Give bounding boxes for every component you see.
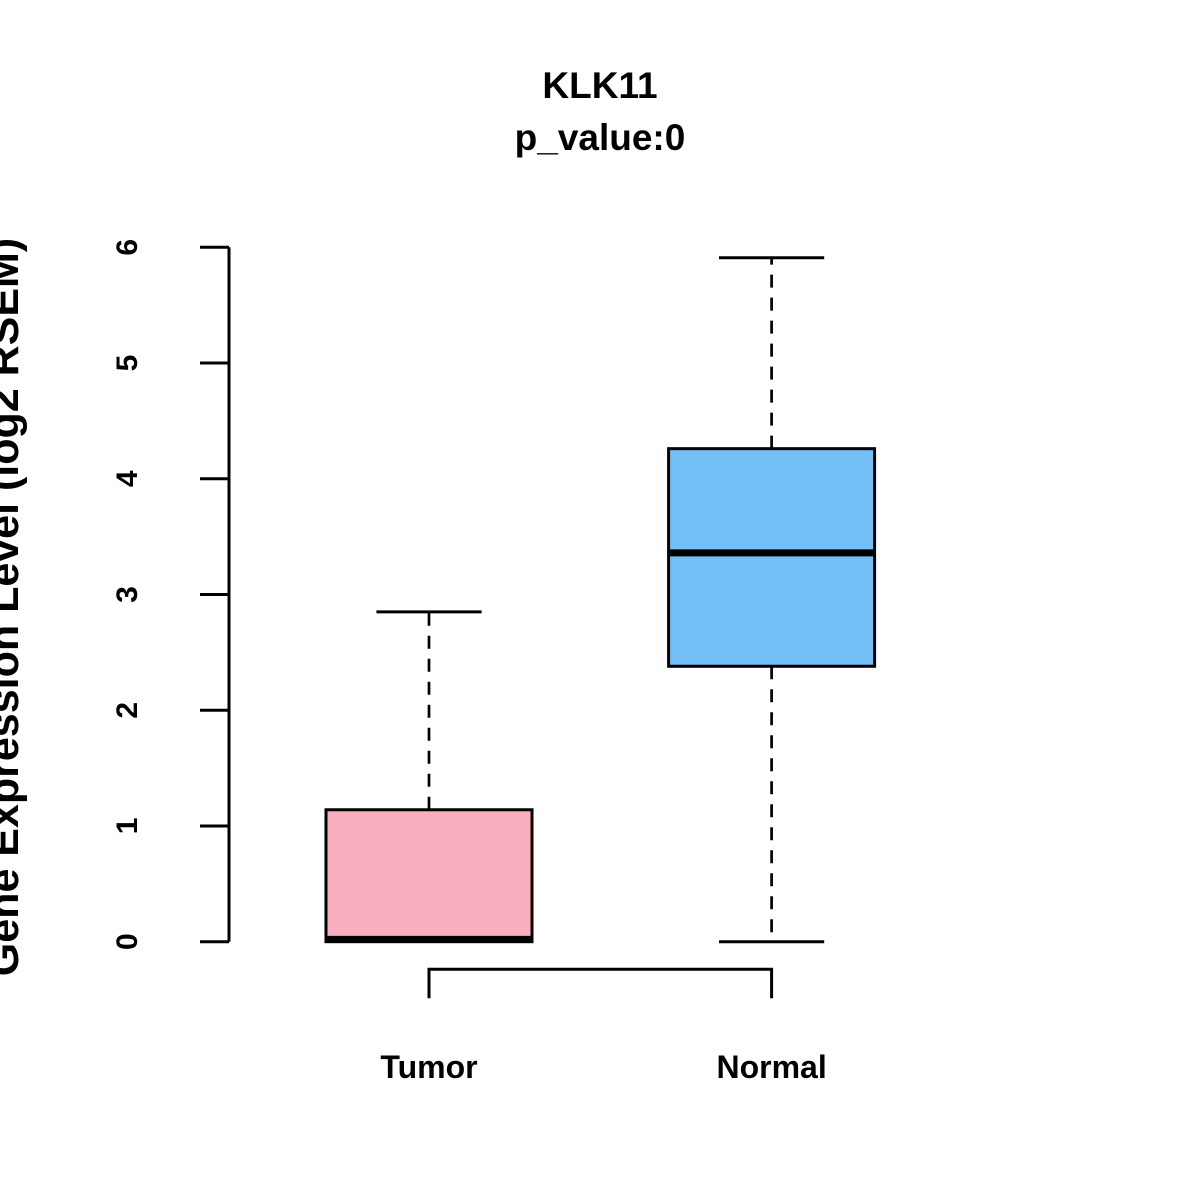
- y-axis-label: Gene Expression Level (log2 RSEM): [0, 238, 28, 976]
- y-tick-label: 5: [111, 355, 144, 372]
- chart-title: KLK11: [542, 65, 657, 106]
- y-tick-label: 0: [111, 933, 144, 950]
- box-normal: [667, 447, 877, 668]
- box-tumor: [324, 808, 534, 944]
- x-axis-bracket: [427, 967, 774, 999]
- x-label-tumor: Tumor: [380, 1049, 477, 1085]
- chart-subtitle: p_value:0: [515, 117, 686, 158]
- x-label-normal: Normal: [716, 1049, 826, 1085]
- y-tick-label: 4: [111, 470, 144, 487]
- y-tick-label: 1: [111, 818, 144, 835]
- plot-layer: 0 1 2 3 4 5 6: [111, 239, 877, 999]
- y-tick-label: 6: [111, 239, 144, 256]
- y-tick-label: 2: [111, 702, 144, 719]
- y-tick-label: 3: [111, 586, 144, 603]
